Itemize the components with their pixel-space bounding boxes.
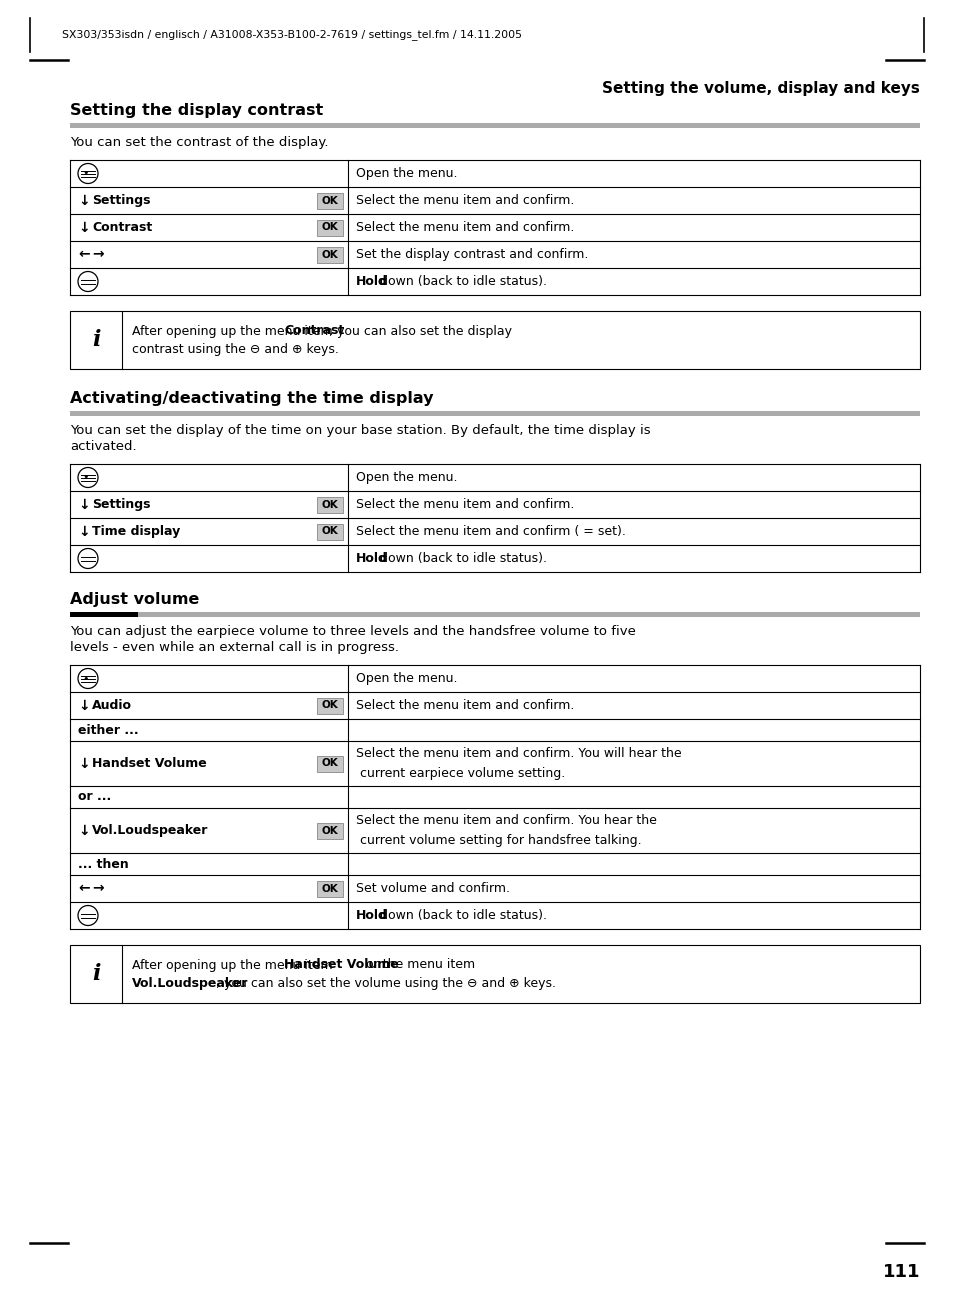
Text: Handset Volume: Handset Volume — [284, 958, 398, 971]
FancyBboxPatch shape — [70, 123, 919, 128]
Text: Open the menu.: Open the menu. — [355, 471, 457, 484]
FancyBboxPatch shape — [70, 945, 919, 1002]
Text: OK: OK — [321, 250, 338, 260]
Text: Activating/deactivating the time display: Activating/deactivating the time display — [70, 391, 433, 406]
Text: OK: OK — [321, 884, 338, 894]
Text: OK: OK — [321, 758, 338, 769]
Text: ←: ← — [78, 881, 90, 895]
Text: ↓: ↓ — [78, 823, 90, 838]
Text: levels - even while an external call is in progress.: levels - even while an external call is … — [70, 640, 398, 654]
Text: Contrast: Contrast — [91, 221, 152, 234]
FancyBboxPatch shape — [70, 612, 138, 617]
Text: or ...: or ... — [78, 791, 112, 804]
Text: Vol.Loudspeaker: Vol.Loudspeaker — [91, 823, 208, 836]
Text: or the menu item: or the menu item — [362, 958, 475, 971]
Text: down (back to idle status).: down (back to idle status). — [375, 274, 546, 288]
Text: 111: 111 — [882, 1263, 919, 1281]
Text: OK: OK — [321, 701, 338, 711]
Text: Audio: Audio — [91, 699, 132, 712]
Text: Handset Volume: Handset Volume — [91, 757, 207, 770]
Text: Select the menu item and confirm. You hear the: Select the menu item and confirm. You he… — [355, 814, 657, 827]
Text: contrast using the ⊖ and ⊕ keys.: contrast using the ⊖ and ⊕ keys. — [132, 342, 338, 356]
Text: i: i — [91, 329, 100, 352]
Text: Open the menu.: Open the menu. — [355, 672, 457, 685]
Text: ↓: ↓ — [78, 193, 90, 208]
Text: Select the menu item and confirm.: Select the menu item and confirm. — [355, 699, 574, 712]
Text: Open the menu.: Open the menu. — [355, 167, 457, 180]
Text: Select the menu item and confirm. You will hear the: Select the menu item and confirm. You wi… — [355, 748, 680, 759]
Text: Hold: Hold — [355, 274, 388, 288]
Text: either ...: either ... — [78, 724, 138, 737]
Text: Settings: Settings — [91, 193, 151, 207]
Text: current volume setting for handsfree talking.: current volume setting for handsfree tal… — [355, 834, 641, 847]
FancyBboxPatch shape — [316, 220, 343, 235]
Text: i: i — [91, 963, 100, 985]
FancyBboxPatch shape — [316, 524, 343, 540]
Text: •: • — [82, 169, 89, 179]
Text: , you can also set the volume using the ⊖ and ⊕ keys.: , you can also set the volume using the … — [215, 976, 555, 989]
Text: Select the menu item and confirm.: Select the menu item and confirm. — [355, 193, 574, 207]
Text: •: • — [82, 673, 89, 684]
Text: Contrast: Contrast — [284, 324, 344, 337]
Text: , you can also set the display: , you can also set the display — [329, 324, 511, 337]
FancyBboxPatch shape — [70, 311, 919, 369]
Text: Set the display contrast and confirm.: Set the display contrast and confirm. — [355, 248, 588, 261]
Text: ... then: ... then — [78, 857, 129, 870]
Text: You can set the display of the time on your base station. By default, the time d: You can set the display of the time on y… — [70, 423, 650, 437]
Text: Time display: Time display — [91, 525, 180, 538]
Text: down (back to idle status).: down (back to idle status). — [375, 552, 546, 565]
Text: Vol.Loudspeaker: Vol.Loudspeaker — [132, 976, 248, 989]
Text: SX303/353isdn / englisch / A31008-X353-B100-2-7619 / settings_tel.fm / 14.11.200: SX303/353isdn / englisch / A31008-X353-B… — [62, 30, 521, 41]
Text: OK: OK — [321, 196, 338, 205]
Text: OK: OK — [321, 499, 338, 510]
Text: •: • — [82, 473, 89, 482]
Text: Setting the display contrast: Setting the display contrast — [70, 103, 323, 118]
Text: Select the menu item and confirm ( = set).: Select the menu item and confirm ( = set… — [355, 525, 625, 538]
Text: Adjust volume: Adjust volume — [70, 592, 199, 606]
FancyBboxPatch shape — [316, 698, 343, 714]
Text: ↓: ↓ — [78, 524, 90, 538]
FancyBboxPatch shape — [70, 612, 919, 617]
Text: Hold: Hold — [355, 908, 388, 921]
FancyBboxPatch shape — [70, 410, 919, 416]
Text: OK: OK — [321, 222, 338, 233]
Text: ←: ← — [78, 247, 90, 261]
Text: After opening up the menu item: After opening up the menu item — [132, 324, 336, 337]
Text: OK: OK — [321, 826, 338, 835]
FancyBboxPatch shape — [316, 497, 343, 512]
Text: Hold: Hold — [355, 552, 388, 565]
Text: After opening up the menu item: After opening up the menu item — [132, 958, 336, 971]
FancyBboxPatch shape — [316, 192, 343, 209]
FancyBboxPatch shape — [316, 247, 343, 263]
Text: ↓: ↓ — [78, 698, 90, 712]
Text: ↓: ↓ — [78, 221, 90, 234]
Text: Settings: Settings — [91, 498, 151, 511]
Text: You can adjust the earpiece volume to three levels and the handsfree volume to f: You can adjust the earpiece volume to th… — [70, 625, 636, 638]
Text: →: → — [91, 247, 104, 261]
FancyBboxPatch shape — [316, 755, 343, 771]
Text: Select the menu item and confirm.: Select the menu item and confirm. — [355, 498, 574, 511]
Text: You can set the contrast of the display.: You can set the contrast of the display. — [70, 136, 328, 149]
Text: →: → — [91, 881, 104, 895]
FancyBboxPatch shape — [316, 822, 343, 839]
Text: activated.: activated. — [70, 440, 136, 454]
Text: Set volume and confirm.: Set volume and confirm. — [355, 882, 510, 895]
Text: ↓: ↓ — [78, 757, 90, 771]
Text: Setting the volume, display and keys: Setting the volume, display and keys — [601, 81, 919, 95]
Text: Select the menu item and confirm.: Select the menu item and confirm. — [355, 221, 574, 234]
Text: ↓: ↓ — [78, 498, 90, 511]
FancyBboxPatch shape — [316, 881, 343, 897]
Text: OK: OK — [321, 527, 338, 536]
Text: down (back to idle status).: down (back to idle status). — [375, 908, 546, 921]
Text: current earpiece volume setting.: current earpiece volume setting. — [355, 767, 565, 780]
